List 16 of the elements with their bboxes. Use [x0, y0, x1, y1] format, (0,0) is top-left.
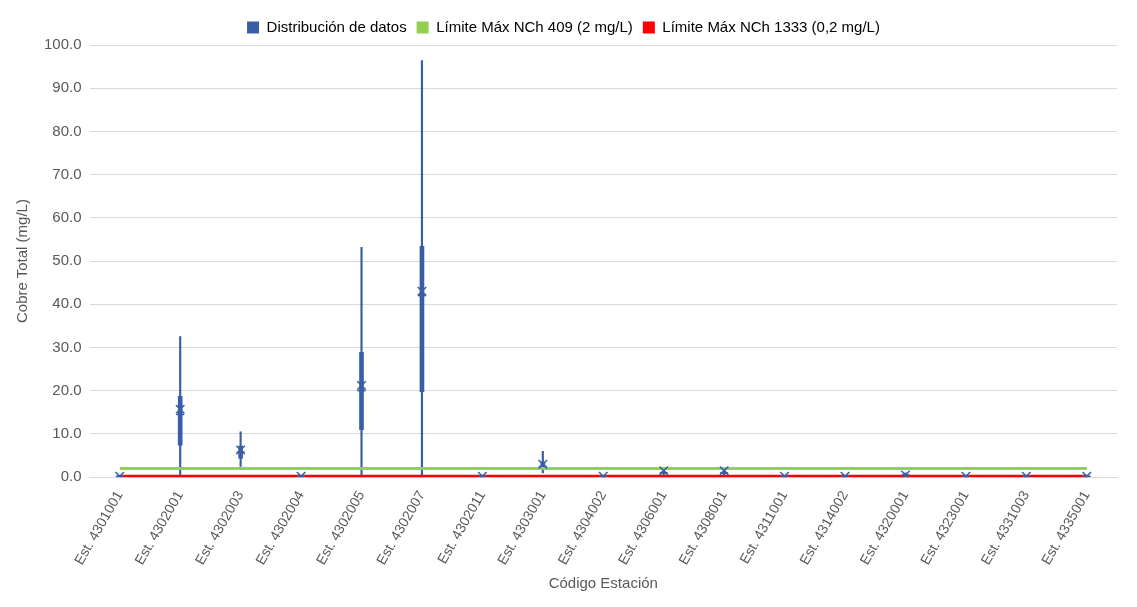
- legend-label: Límite Máx NCh 1333 (0,2 mg/L): [662, 17, 880, 35]
- legend-label: Límite Máx NCh 409 (2 mg/L): [436, 17, 633, 35]
- y-tick-label: 30.0: [52, 337, 82, 355]
- y-axis-title: Cobre Total (mg/L): [13, 199, 31, 324]
- y-tick-label: 100.0: [43, 35, 82, 53]
- x-axis-title: Código Estación: [548, 574, 658, 592]
- y-tick-label: 0.0: [60, 467, 82, 485]
- y-tick-label: 90.0: [52, 78, 82, 96]
- y-tick-label: 20.0: [52, 380, 82, 398]
- y-tick-label: 80.0: [52, 121, 82, 139]
- y-tick-label: 50.0: [52, 251, 82, 269]
- y-tick-label: 70.0: [52, 164, 82, 182]
- legend-label: Distribución de datos: [266, 17, 407, 35]
- y-tick-label: 10.0: [52, 424, 82, 442]
- y-tick-label: 60.0: [52, 208, 82, 225]
- y-tick-label: 40.0: [52, 294, 82, 312]
